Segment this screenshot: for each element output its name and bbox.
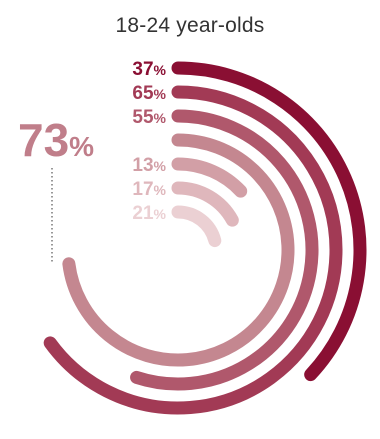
arc-series-7 — [171, 205, 222, 248]
arcs-layer — [43, 61, 367, 415]
value-label-6: 17% — [132, 179, 166, 200]
arc-series-6 — [171, 181, 239, 227]
value-label-7: 21% — [132, 203, 166, 224]
labels-layer: 37% 65% 55% 13% 17% 21% — [132, 59, 166, 224]
chart-title: 18-24 year-olds — [115, 14, 265, 37]
arc-series-5 — [171, 157, 248, 198]
arc-series-3 — [130, 109, 319, 391]
value-label-3: 55% — [132, 107, 166, 128]
highlight-value-label: 73% — [18, 114, 94, 166]
arc-series-4 — [62, 133, 295, 367]
arc-series-2 — [43, 85, 343, 415]
arc-series-1 — [171, 61, 367, 382]
value-label-2: 65% — [132, 83, 166, 104]
value-label-1: 37% — [132, 59, 166, 80]
value-label-5: 13% — [132, 155, 166, 176]
